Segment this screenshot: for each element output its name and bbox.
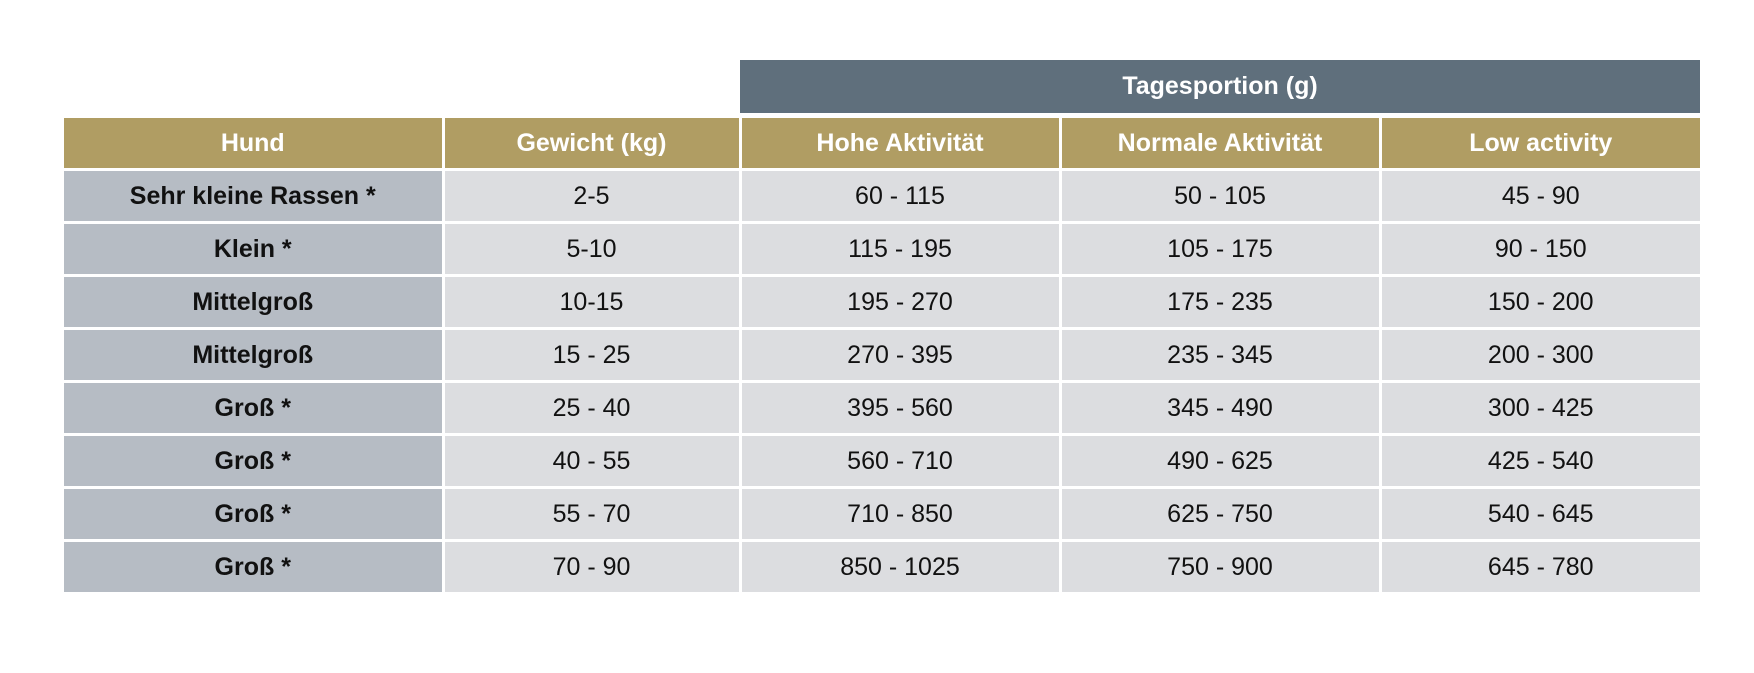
column-header-dog: Hund	[64, 115, 445, 171]
normal-activity-cell: 175 - 235	[1058, 274, 1382, 330]
dog-cell: Groß *	[64, 433, 445, 489]
low-activity-cell: 90 - 150	[1378, 221, 1700, 277]
normal-activity-cell: 625 - 750	[1058, 486, 1382, 542]
dog-cell: Groß *	[64, 486, 445, 542]
column-header-normal-activity: Normale Aktivität	[1058, 115, 1382, 171]
table-row: Groß * 40 - 55 560 - 710 490 - 625 425 - 540	[64, 433, 1700, 489]
low-activity-cell: 300 - 425	[1378, 380, 1700, 436]
table-row: Groß * 55 - 70 710 - 850 625 - 750 540 - 645	[64, 486, 1700, 542]
dog-cell: Groß *	[64, 539, 445, 595]
high-activity-cell: 850 - 1025	[738, 539, 1062, 595]
dog-cell: Mittelgroß	[64, 274, 445, 330]
table-row: Groß * 25 - 40 395 - 560 345 - 490 300 - 425	[64, 380, 1700, 436]
weight-cell: 55 - 70	[441, 486, 742, 542]
high-activity-cell: 60 - 115	[738, 168, 1062, 224]
low-activity-cell: 645 - 780	[1378, 539, 1700, 595]
high-activity-cell: 195 - 270	[738, 274, 1062, 330]
weight-cell: 40 - 55	[441, 433, 742, 489]
weight-cell: 25 - 40	[441, 380, 742, 436]
low-activity-cell: 200 - 300	[1378, 327, 1700, 383]
weight-cell: 70 - 90	[441, 539, 742, 595]
weight-cell: 10-15	[441, 274, 742, 330]
high-activity-cell: 270 - 395	[738, 327, 1062, 383]
low-activity-cell: 540 - 645	[1378, 486, 1700, 542]
table-row: Groß * 70 - 90 850 - 1025 750 - 900 645 - 78…	[64, 539, 1700, 595]
normal-activity-cell: 490 - 625	[1058, 433, 1382, 489]
column-header-high-activity: Hohe Aktivität	[738, 115, 1062, 171]
dog-cell: Sehr kleine Rassen *	[64, 168, 445, 224]
normal-activity-cell: 750 - 900	[1058, 539, 1382, 595]
table-row: Mittelgroß 10-15 195 - 270 175 - 235 150 - 2…	[64, 274, 1700, 330]
daily-portion-group-header: Tagesportion (g)	[740, 60, 1700, 113]
normal-activity-cell: 345 - 490	[1058, 380, 1382, 436]
weight-cell: 5-10	[441, 221, 742, 277]
low-activity-cell: 150 - 200	[1378, 274, 1700, 330]
table-row: Mittelgroß 15 - 25 270 - 395 235 - 345 200 -…	[64, 327, 1700, 383]
low-activity-cell: 45 - 90	[1378, 168, 1700, 224]
normal-activity-cell: 50 - 105	[1058, 168, 1382, 224]
table-row: Sehr kleine Rassen * 2-5 60 - 115 50 - 105 4…	[64, 168, 1700, 224]
column-header-low-activity: Low activity	[1378, 115, 1700, 171]
dog-cell: Groß *	[64, 380, 445, 436]
dog-cell: Mittelgroß	[64, 327, 445, 383]
high-activity-cell: 115 - 195	[738, 221, 1062, 277]
column-header-weight: Gewicht (kg)	[441, 115, 742, 171]
high-activity-cell: 395 - 560	[738, 380, 1062, 436]
header-row: Hund Gewicht (kg) Hohe Aktivität Normale…	[64, 115, 1700, 171]
normal-activity-cell: 105 - 175	[1058, 221, 1382, 277]
high-activity-cell: 710 - 850	[738, 486, 1062, 542]
low-activity-cell: 425 - 540	[1378, 433, 1700, 489]
feeding-table: Hund Gewicht (kg) Hohe Aktivität Normale…	[64, 115, 1700, 595]
high-activity-cell: 560 - 710	[738, 433, 1062, 489]
normal-activity-cell: 235 - 345	[1058, 327, 1382, 383]
weight-cell: 2-5	[441, 168, 742, 224]
dog-cell: Klein *	[64, 221, 445, 277]
weight-cell: 15 - 25	[441, 327, 742, 383]
table-row: Klein * 5-10 115 - 195 105 - 175 90 - 150	[64, 221, 1700, 277]
